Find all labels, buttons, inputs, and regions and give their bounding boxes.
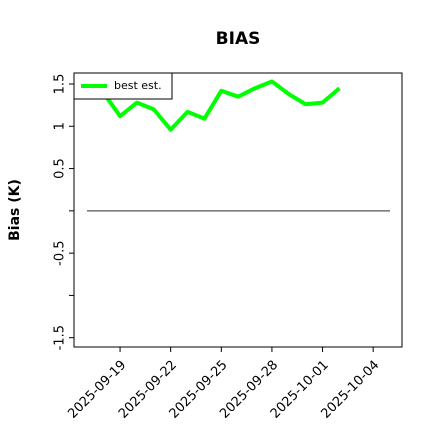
data-line xyxy=(101,79,341,132)
y-tick-label: -0.5 xyxy=(53,240,68,265)
chart-title: BIAS xyxy=(216,29,261,49)
y-axis-label: Bias (K) xyxy=(7,179,23,241)
legend-label: best est. xyxy=(114,79,162,92)
plot-frame xyxy=(73,72,403,348)
y-tick-label: -1.5 xyxy=(53,325,68,350)
y-tick-label: 1 xyxy=(53,122,68,130)
y-tick-label: 0.5 xyxy=(53,158,68,179)
y-tick-label: 1.5 xyxy=(53,74,68,95)
